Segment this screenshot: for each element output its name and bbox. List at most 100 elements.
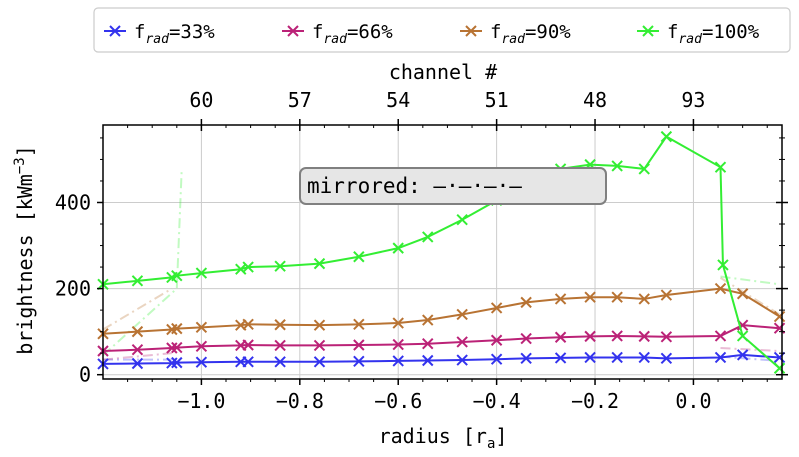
data-point [242, 339, 254, 351]
top-tick-label: 60 [189, 88, 213, 112]
data-point [392, 355, 404, 367]
mirrored-series-line [102, 352, 172, 361]
data-point [714, 161, 727, 173]
data-point [353, 339, 365, 351]
data-point [465, 25, 477, 37]
data-point [131, 275, 144, 287]
top-tick-label: 51 [485, 88, 509, 112]
data-point [422, 231, 434, 243]
data-point [274, 356, 286, 368]
data-point [422, 337, 434, 350]
data-point [171, 356, 183, 369]
mirrored-series-line [720, 347, 780, 353]
x-tick-label: −0.4 [473, 389, 521, 413]
annotation-box [299, 167, 607, 205]
data-point [195, 321, 208, 334]
data-point [274, 339, 286, 352]
data-point [353, 318, 365, 331]
data-point [638, 163, 650, 175]
data-point [274, 260, 286, 272]
data-point [490, 302, 503, 314]
y-tick-label: 400 [55, 190, 91, 214]
annotation-text: mirrored: —·—·—·— [307, 174, 522, 198]
data-point [171, 269, 183, 282]
data-point [660, 289, 673, 301]
data-point [642, 25, 654, 37]
data-point [456, 308, 468, 321]
y-tick-label: 0 [79, 363, 91, 387]
top-axis-label: channel # [389, 60, 497, 84]
data-point [611, 330, 623, 342]
data-point [195, 340, 208, 352]
data-point [660, 352, 673, 365]
data-point [773, 362, 786, 374]
data-point [353, 251, 365, 263]
data-point [490, 353, 503, 365]
series [97, 319, 786, 357]
top-tick-label: 57 [288, 88, 312, 112]
top-tick-label: 93 [681, 88, 705, 112]
data-point [456, 214, 468, 226]
data-point [717, 259, 729, 271]
x-tick-label: −1.0 [177, 389, 225, 413]
data-point [714, 282, 727, 295]
data-point [195, 267, 208, 279]
series-line [102, 135, 781, 369]
data-point [611, 291, 623, 303]
data-point [736, 330, 749, 342]
data-point [638, 330, 650, 343]
data-point [109, 25, 121, 37]
data-point [554, 352, 567, 364]
data-point [554, 293, 567, 305]
data-point [242, 318, 254, 331]
x-tick-label: −0.8 [276, 389, 324, 413]
legend-entry: frad=90% [460, 21, 571, 47]
data-point [274, 319, 286, 331]
axes: −1.0 −0.8 −0.6 −0.4 −0.2 0.0 0 200 400 60 57 54 51 48… [55, 88, 788, 413]
data-point [195, 356, 208, 368]
data-point [736, 288, 749, 300]
data-point [736, 349, 749, 361]
data-point [773, 310, 786, 323]
data-point [520, 296, 532, 309]
data-point [242, 356, 254, 368]
series [97, 282, 786, 340]
data-point [242, 261, 254, 273]
data-point [313, 319, 326, 331]
series-group [97, 130, 786, 374]
data-point [131, 344, 144, 356]
data-point [660, 130, 673, 143]
data-point [313, 339, 326, 352]
y-tick-label: 200 [55, 277, 91, 301]
data-point [584, 330, 596, 343]
legend-label: frad=100% [667, 21, 760, 47]
data-point [714, 351, 727, 364]
legend-label: frad=66% [312, 21, 393, 47]
x-tick-label: −0.2 [571, 389, 619, 413]
data-point [392, 317, 404, 329]
data-point [520, 332, 532, 345]
data-point [554, 331, 567, 343]
mirrored-annotation: mirrored: —·—·—·— [299, 167, 607, 205]
data-point [235, 263, 247, 275]
data-point [131, 325, 144, 338]
grid [103, 125, 782, 379]
y-axis-label: brightness [kWm−3] [12, 145, 37, 355]
legend-entry: frad=100% [637, 21, 760, 47]
data-point [660, 331, 673, 343]
mirrored-series-line [719, 276, 781, 316]
legend-label: frad=33% [134, 21, 215, 47]
x-axis-label: radius [ra] [379, 424, 508, 452]
data-point [638, 293, 650, 305]
data-point [392, 338, 404, 351]
data-point [392, 242, 404, 254]
x-tick-label: 0.0 [675, 389, 711, 413]
data-point [353, 355, 365, 368]
data-point [456, 336, 468, 348]
data-point [313, 356, 326, 368]
data-point [171, 341, 183, 354]
top-tick-label: 54 [386, 88, 410, 112]
mirrored-series-line [720, 275, 780, 286]
plot-frame [102, 124, 783, 380]
